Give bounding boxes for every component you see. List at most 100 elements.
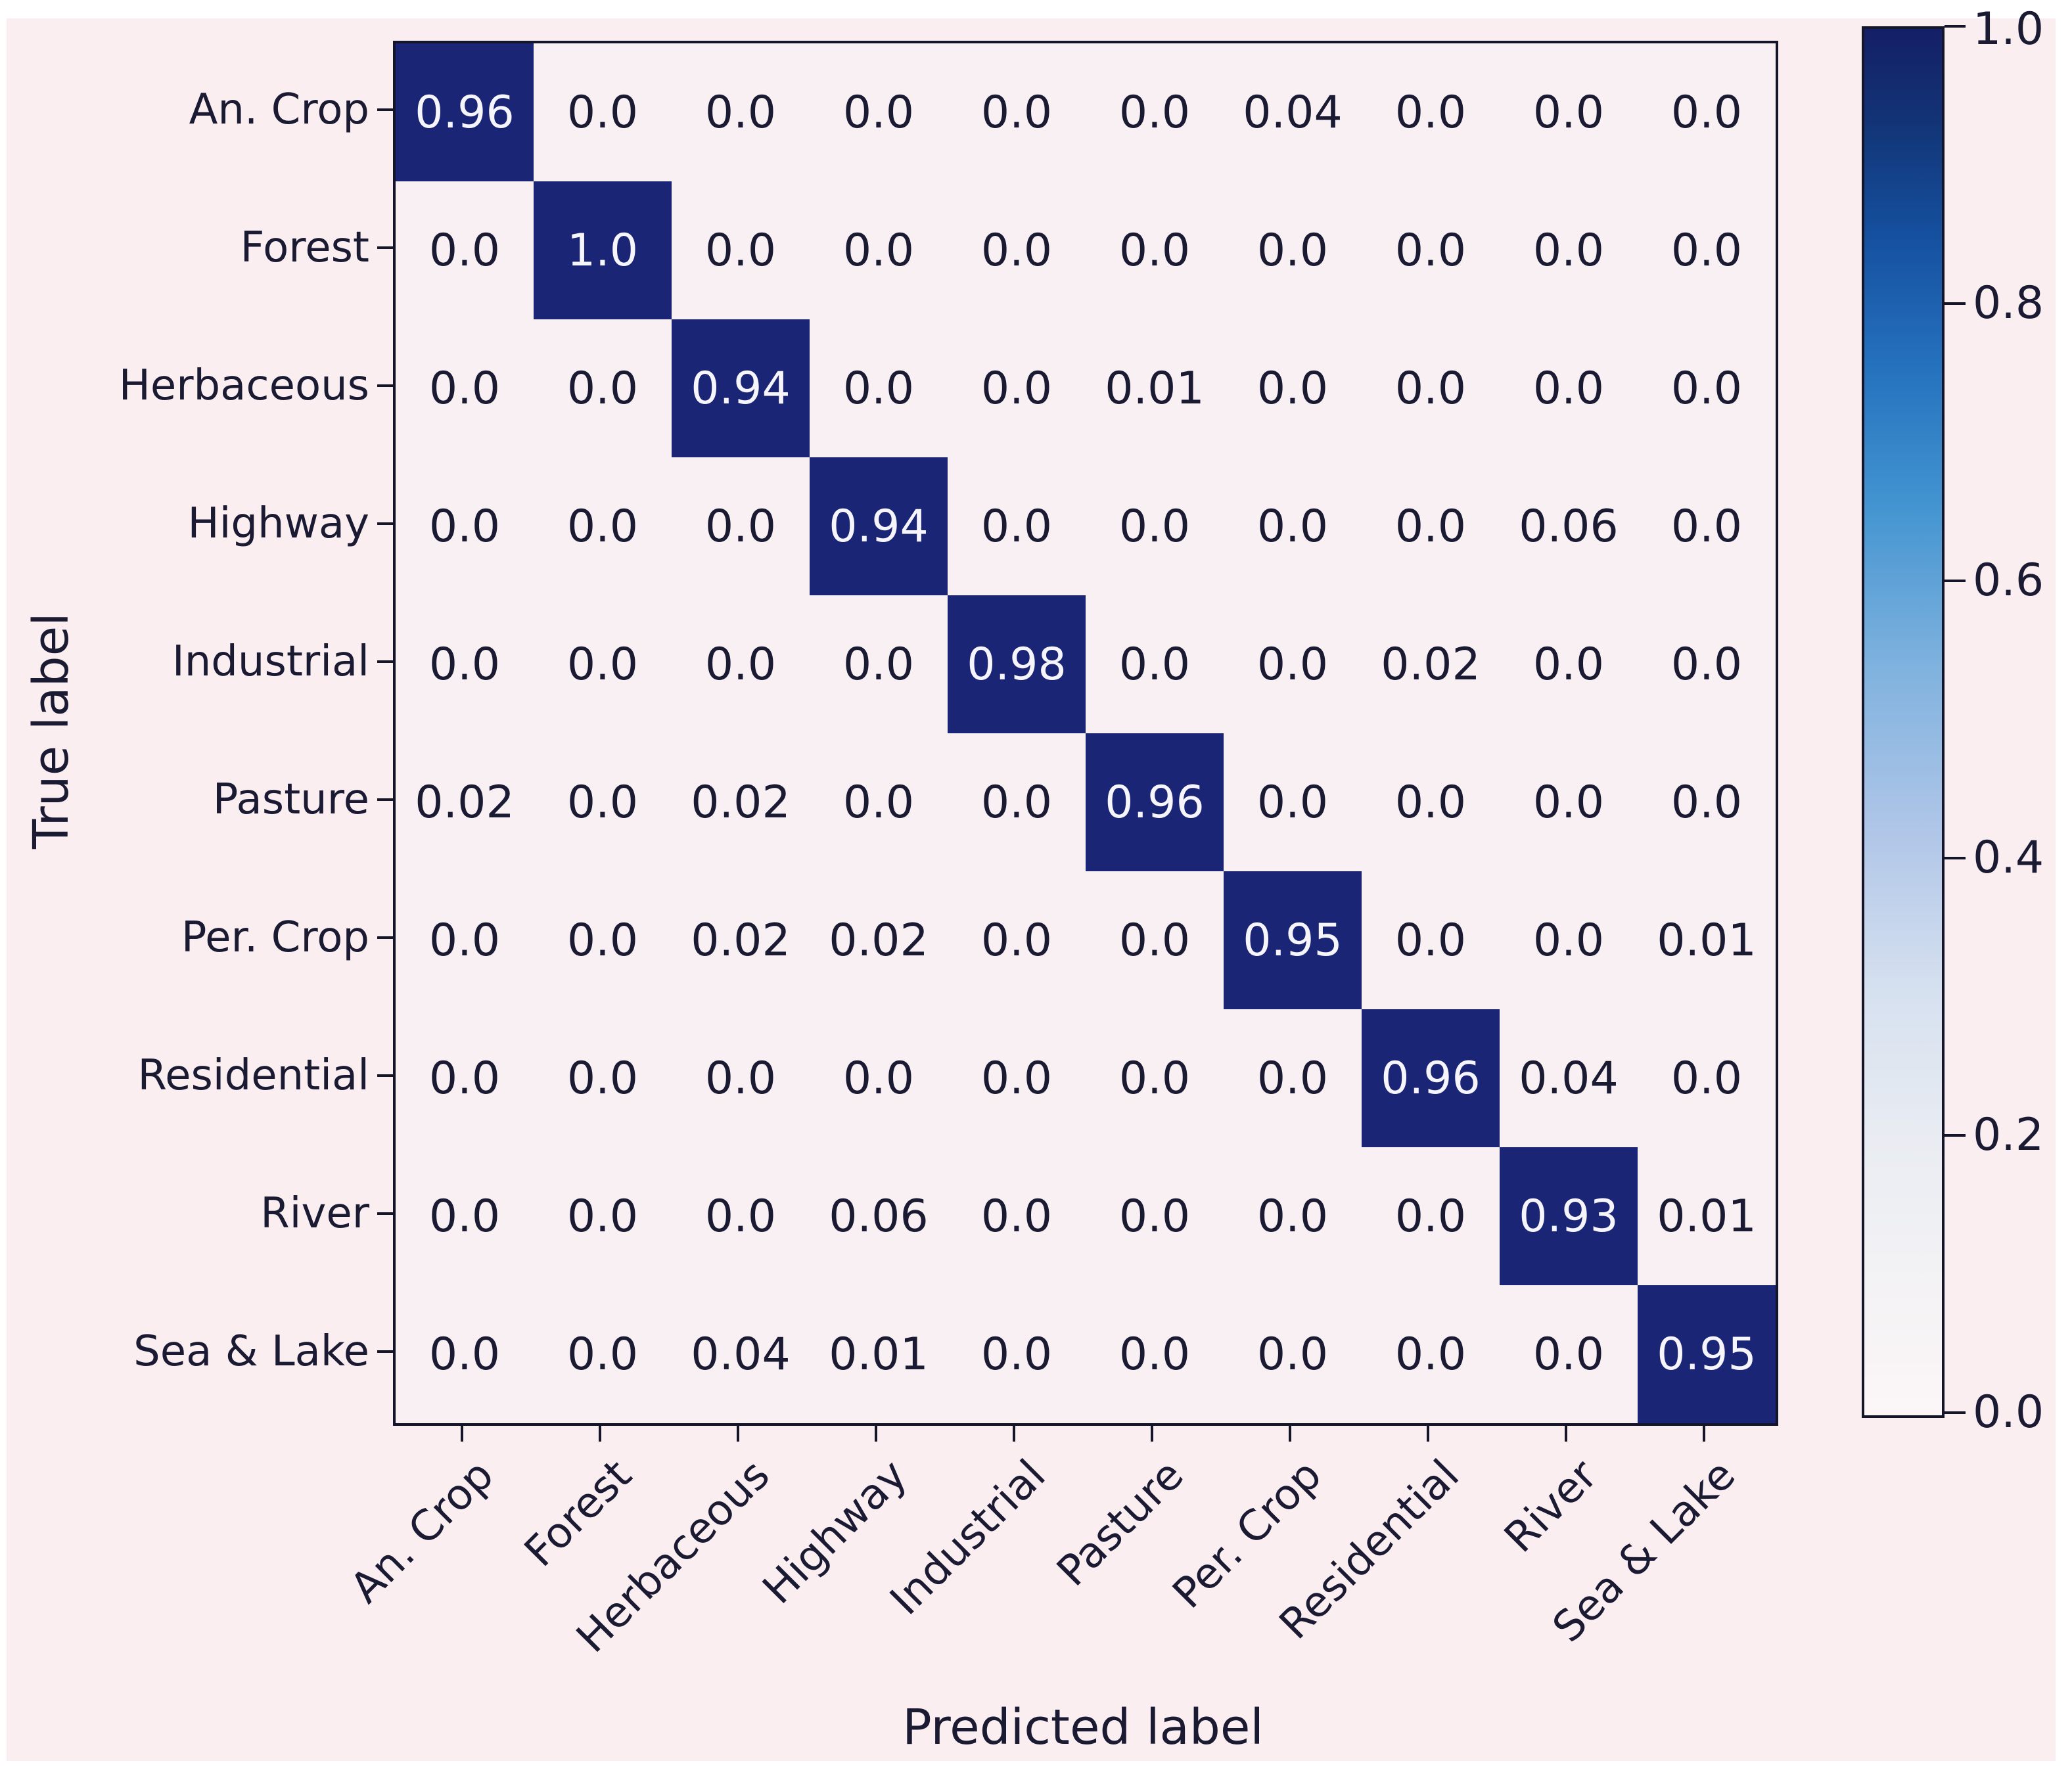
matrix-cell: 0.0: [1256, 1190, 1329, 1242]
matrix-cell: 0.04: [1519, 1052, 1619, 1105]
matrix-cell: 0.0: [1394, 1190, 1467, 1242]
y-tick-label: Sea & Lake: [133, 1327, 369, 1376]
matrix-cell: 0.0: [566, 362, 639, 415]
matrix-cell: 0.96: [396, 43, 534, 181]
y-tick-mark: [377, 108, 393, 111]
matrix-cell: 0.0: [1118, 1052, 1191, 1105]
y-tick-label: An. Crop: [189, 85, 369, 134]
matrix-cell: 0.0: [1256, 638, 1329, 691]
matrix-cell: 0.0: [428, 224, 501, 277]
matrix-cell: 0.0: [842, 638, 915, 691]
matrix-cell: 0.95: [1224, 871, 1362, 1009]
x-tick-mark: [875, 1423, 877, 1442]
matrix-cell: 0.04: [691, 1328, 791, 1380]
y-tick-mark: [377, 522, 393, 525]
matrix-cell: 0.02: [415, 776, 515, 829]
colorbar-tick-label: 0.0: [1973, 1386, 2044, 1438]
y-tick-mark: [377, 1350, 393, 1353]
matrix-cell: 0.04: [1243, 86, 1343, 139]
matrix-cell: 0.0: [704, 1052, 777, 1105]
matrix-cell: 0.0: [428, 362, 501, 415]
matrix-cell: 0.0: [428, 1190, 501, 1242]
matrix-cell: 0.0: [704, 500, 777, 553]
colorbar-tick-mark: [1945, 580, 1966, 582]
y-tick-mark: [377, 246, 393, 249]
x-tick-mark: [1703, 1423, 1705, 1442]
colorbar-tick-label: 0.2: [1973, 1109, 2044, 1161]
colorbar-tick-label: 1.0: [1973, 3, 2044, 55]
matrix-cell: 0.0: [980, 224, 1053, 277]
matrix-cell: 0.0: [566, 86, 639, 139]
x-tick-mark: [1427, 1423, 1429, 1442]
matrix-cell: 0.0: [842, 776, 915, 829]
matrix-cell: 0.0: [566, 1190, 639, 1242]
matrix-cell: 0.0: [704, 224, 777, 277]
matrix-cell: 0.02: [691, 914, 791, 967]
colorbar-tick-mark: [1945, 1411, 1966, 1414]
matrix-cell: 0.0: [428, 914, 501, 967]
matrix-cell: 0.0: [1394, 362, 1467, 415]
matrix-cell: 0.0: [1394, 914, 1467, 967]
matrix-cell: 0.0: [428, 1328, 501, 1380]
y-tick-label: Forest: [240, 223, 369, 272]
x-tick-mark: [737, 1423, 739, 1442]
matrix-cell: 0.0: [704, 638, 777, 691]
matrix-cell: 0.0: [1532, 86, 1605, 139]
colorbar-tick-mark: [1945, 302, 1966, 305]
x-tick-mark: [599, 1423, 601, 1442]
y-tick-label: Per. Crop: [181, 913, 369, 962]
matrix-cell: 0.0: [980, 1328, 1053, 1380]
matrix-cell: 0.0: [1394, 500, 1467, 553]
matrix-cell: 0.98: [948, 595, 1086, 733]
matrix-cell: 0.0: [1670, 638, 1743, 691]
x-axis-title: Predicted label: [902, 1699, 1264, 1756]
matrix-cell: 0.0: [1118, 1190, 1191, 1242]
matrix-cell: 0.0: [566, 914, 639, 967]
x-tick-mark: [1289, 1423, 1291, 1442]
matrix-cell: 0.0: [1532, 914, 1605, 967]
matrix-cell: 0.0: [428, 638, 501, 691]
matrix-cell: 0.0: [1532, 224, 1605, 277]
matrix-cell: 0.0: [1256, 1052, 1329, 1105]
matrix-cell: 0.0: [1118, 86, 1191, 139]
colorbar-tick-label: 0.8: [1973, 277, 2044, 329]
matrix-cell: 0.0: [1670, 224, 1743, 277]
matrix-cell: 0.0: [428, 500, 501, 553]
matrix-cell: 0.0: [566, 776, 639, 829]
x-tick-mark: [1565, 1423, 1567, 1442]
y-tick-mark: [377, 384, 393, 387]
matrix-cell: 0.94: [810, 457, 948, 595]
matrix-cell: 0.02: [691, 776, 791, 829]
y-tick-mark: [377, 660, 393, 663]
matrix-cell: 0.96: [1086, 733, 1224, 871]
matrix-cell: 0.95: [1638, 1285, 1776, 1423]
colorbar-tick-mark: [1945, 857, 1966, 859]
matrix-cell: 0.02: [1381, 638, 1481, 691]
matrix-cell: 0.0: [842, 86, 915, 139]
matrix-cell: 0.0: [1118, 500, 1191, 553]
matrix-cell: 0.0: [1256, 362, 1329, 415]
matrix-cell: 0.96: [1362, 1009, 1500, 1147]
matrix-cell: 0.02: [829, 914, 929, 967]
matrix-cell: 0.0: [980, 914, 1053, 967]
matrix-cell: 0.01: [1105, 362, 1205, 415]
y-tick-mark: [377, 798, 393, 801]
matrix-cell: 0.0: [566, 500, 639, 553]
matrix-cell: 0.0: [980, 500, 1053, 553]
matrix-cell: 0.0: [704, 86, 777, 139]
matrix-cell: 0.94: [672, 319, 810, 457]
x-tick-mark: [1151, 1423, 1153, 1442]
matrix-cell: 0.0: [980, 1190, 1053, 1242]
matrix-cell: 0.0: [1256, 224, 1329, 277]
matrix-cell: 0.93: [1500, 1147, 1638, 1285]
matrix-cell: 0.0: [1118, 224, 1191, 277]
matrix-cell: 0.0: [980, 776, 1053, 829]
matrix-cell: 0.0: [980, 362, 1053, 415]
matrix-cell: 0.0: [1118, 638, 1191, 691]
matrix-cell: 0.0: [842, 1052, 915, 1105]
matrix-cell: 0.01: [829, 1328, 929, 1380]
matrix-cell: 0.0: [1256, 500, 1329, 553]
matrix-cell: 0.0: [980, 86, 1053, 139]
matrix-cell: 0.0: [1394, 1328, 1467, 1380]
matrix-cell: 0.0: [1670, 500, 1743, 553]
